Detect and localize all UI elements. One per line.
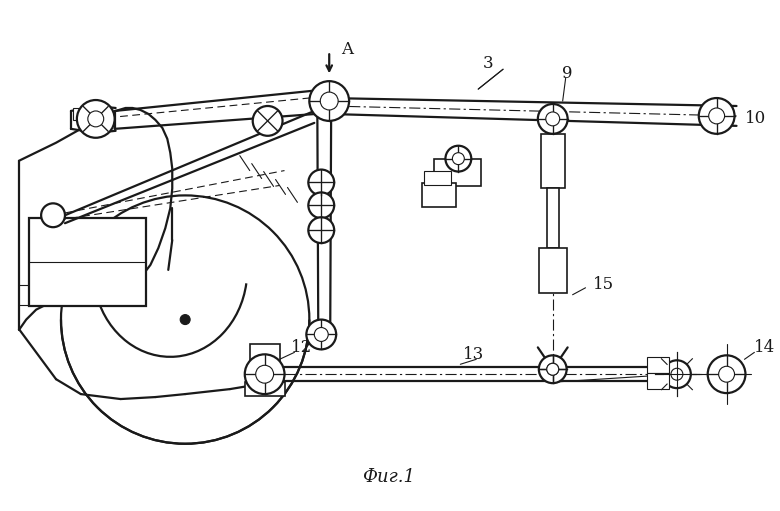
Circle shape bbox=[699, 98, 735, 134]
Circle shape bbox=[709, 108, 725, 124]
Circle shape bbox=[663, 360, 691, 388]
Bar bbox=[424, 171, 452, 185]
Circle shape bbox=[538, 104, 568, 134]
Circle shape bbox=[707, 355, 746, 393]
Text: 13: 13 bbox=[463, 346, 484, 363]
Circle shape bbox=[61, 195, 310, 444]
Bar bbox=[245, 382, 285, 396]
Text: 3: 3 bbox=[483, 55, 494, 72]
Text: 14: 14 bbox=[754, 339, 775, 356]
Bar bbox=[539, 248, 566, 293]
Text: A: A bbox=[341, 41, 353, 58]
Circle shape bbox=[540, 356, 566, 382]
Bar bbox=[647, 373, 669, 389]
Text: 9: 9 bbox=[562, 65, 573, 82]
Circle shape bbox=[321, 92, 339, 110]
Text: 15: 15 bbox=[593, 276, 614, 293]
Bar bbox=[73, 108, 94, 120]
Bar bbox=[547, 189, 558, 248]
Circle shape bbox=[180, 315, 190, 324]
Circle shape bbox=[539, 355, 566, 383]
Circle shape bbox=[547, 363, 558, 375]
Bar bbox=[422, 183, 456, 207]
Circle shape bbox=[547, 363, 558, 375]
Bar bbox=[541, 134, 565, 189]
Circle shape bbox=[307, 319, 336, 350]
Circle shape bbox=[308, 217, 334, 243]
Text: 10: 10 bbox=[744, 110, 766, 127]
Circle shape bbox=[310, 81, 349, 121]
Bar bbox=[250, 344, 279, 364]
Circle shape bbox=[308, 193, 334, 218]
Text: 12: 12 bbox=[291, 339, 312, 356]
Circle shape bbox=[546, 112, 560, 126]
Circle shape bbox=[452, 153, 464, 165]
Circle shape bbox=[245, 354, 285, 394]
Circle shape bbox=[718, 366, 735, 382]
Circle shape bbox=[253, 106, 282, 136]
Circle shape bbox=[314, 328, 328, 341]
Circle shape bbox=[671, 368, 682, 380]
Circle shape bbox=[41, 203, 65, 227]
Text: Фиг.1: Фиг.1 bbox=[363, 468, 415, 485]
Circle shape bbox=[88, 111, 104, 127]
Bar bbox=[29, 218, 147, 306]
Circle shape bbox=[256, 365, 274, 383]
Circle shape bbox=[77, 100, 115, 138]
Bar bbox=[647, 357, 669, 373]
Polygon shape bbox=[317, 101, 332, 335]
Circle shape bbox=[445, 146, 471, 172]
Bar bbox=[434, 158, 481, 187]
Circle shape bbox=[308, 170, 334, 195]
